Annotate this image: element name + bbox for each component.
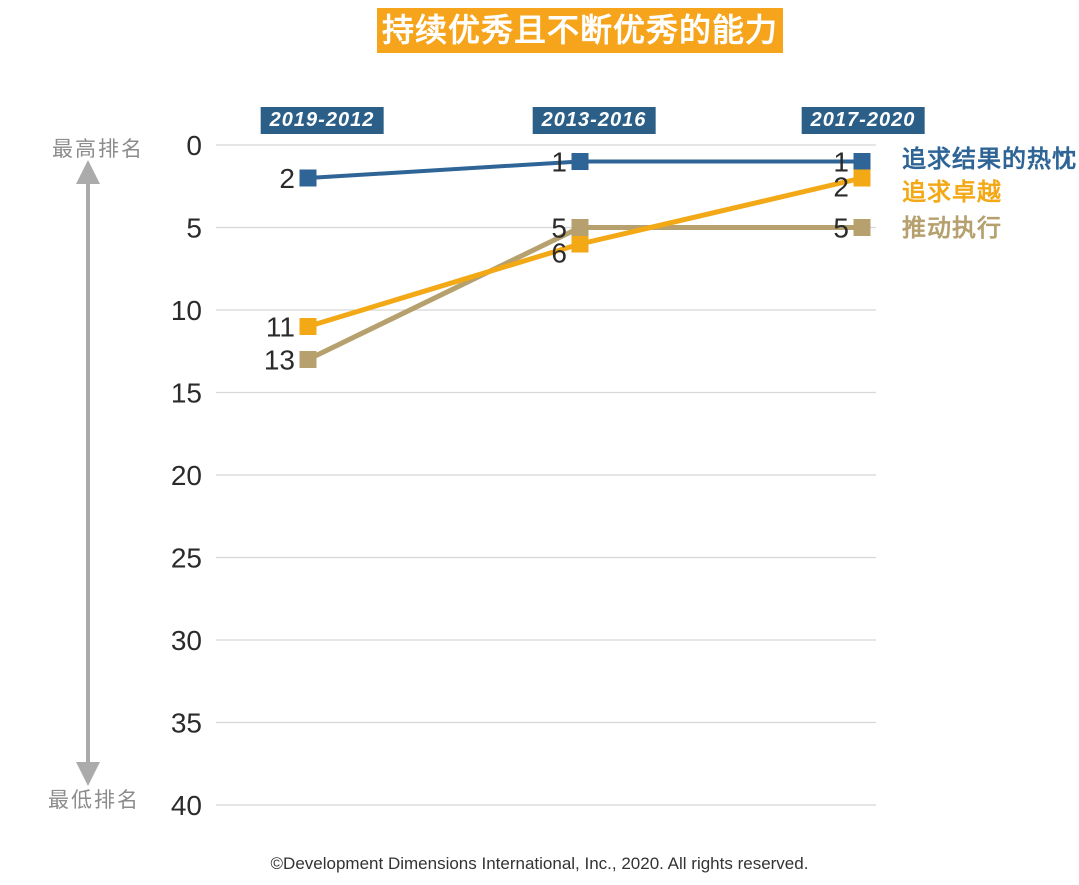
y-tick-label: 10 [171, 295, 202, 326]
legend-item-driving-execution: 推动执行 [902, 215, 1002, 242]
data-point-marker [299, 318, 317, 335]
data-point-marker [299, 169, 317, 187]
data-point-label: 2 [279, 163, 295, 194]
page-title: 持续优秀且不断优秀的能力 [377, 8, 783, 53]
y-tick-label: 40 [171, 790, 202, 821]
y-axis-bottom-label: 最低排名 [48, 789, 140, 812]
y-tick-label: 30 [171, 625, 202, 656]
data-point-label: 5 [551, 213, 567, 244]
y-axis-top-label: 最高排名 [52, 138, 144, 161]
copyright-notice: ©Development Dimensions International, I… [270, 854, 809, 873]
data-point-marker [853, 219, 871, 236]
y-tick-label: 0 [186, 130, 202, 161]
data-point-label: 1 [551, 147, 567, 178]
arrow-up-head-icon [76, 160, 100, 184]
y-tick-label: 25 [171, 543, 202, 574]
period-label-2017-2020: 2017-2020 [801, 107, 925, 134]
data-point-label: 11 [266, 312, 295, 343]
data-point-marker [299, 351, 317, 368]
y-tick-label: 35 [171, 708, 202, 739]
legend-item-pursuit-of-results: 追求结果的热忱 [902, 146, 1077, 173]
data-point-label: 2 [833, 172, 849, 203]
data-point-marker [571, 219, 589, 236]
data-point-marker [853, 169, 871, 187]
legend-item-pursuit-of-excellence: 追求卓越 [902, 179, 1002, 206]
data-point-label: 5 [833, 213, 849, 244]
data-point-label: 6 [551, 238, 567, 269]
y-axis-range-arrow-icon [76, 160, 100, 786]
y-tick-label: 15 [171, 378, 202, 409]
data-point-label: 1 [833, 147, 849, 178]
data-point-marker [571, 153, 589, 170]
y-tick-label: 20 [171, 460, 202, 491]
data-point-marker [571, 235, 589, 253]
data-point-marker [853, 153, 871, 170]
y-tick-label: 5 [186, 213, 202, 244]
period-label-2019-2012: 2019-2012 [260, 107, 384, 134]
data-point-label: 13 [264, 345, 295, 376]
period-label-2013-2016: 2013-2016 [532, 107, 656, 134]
arrow-down-head-icon [76, 762, 100, 786]
